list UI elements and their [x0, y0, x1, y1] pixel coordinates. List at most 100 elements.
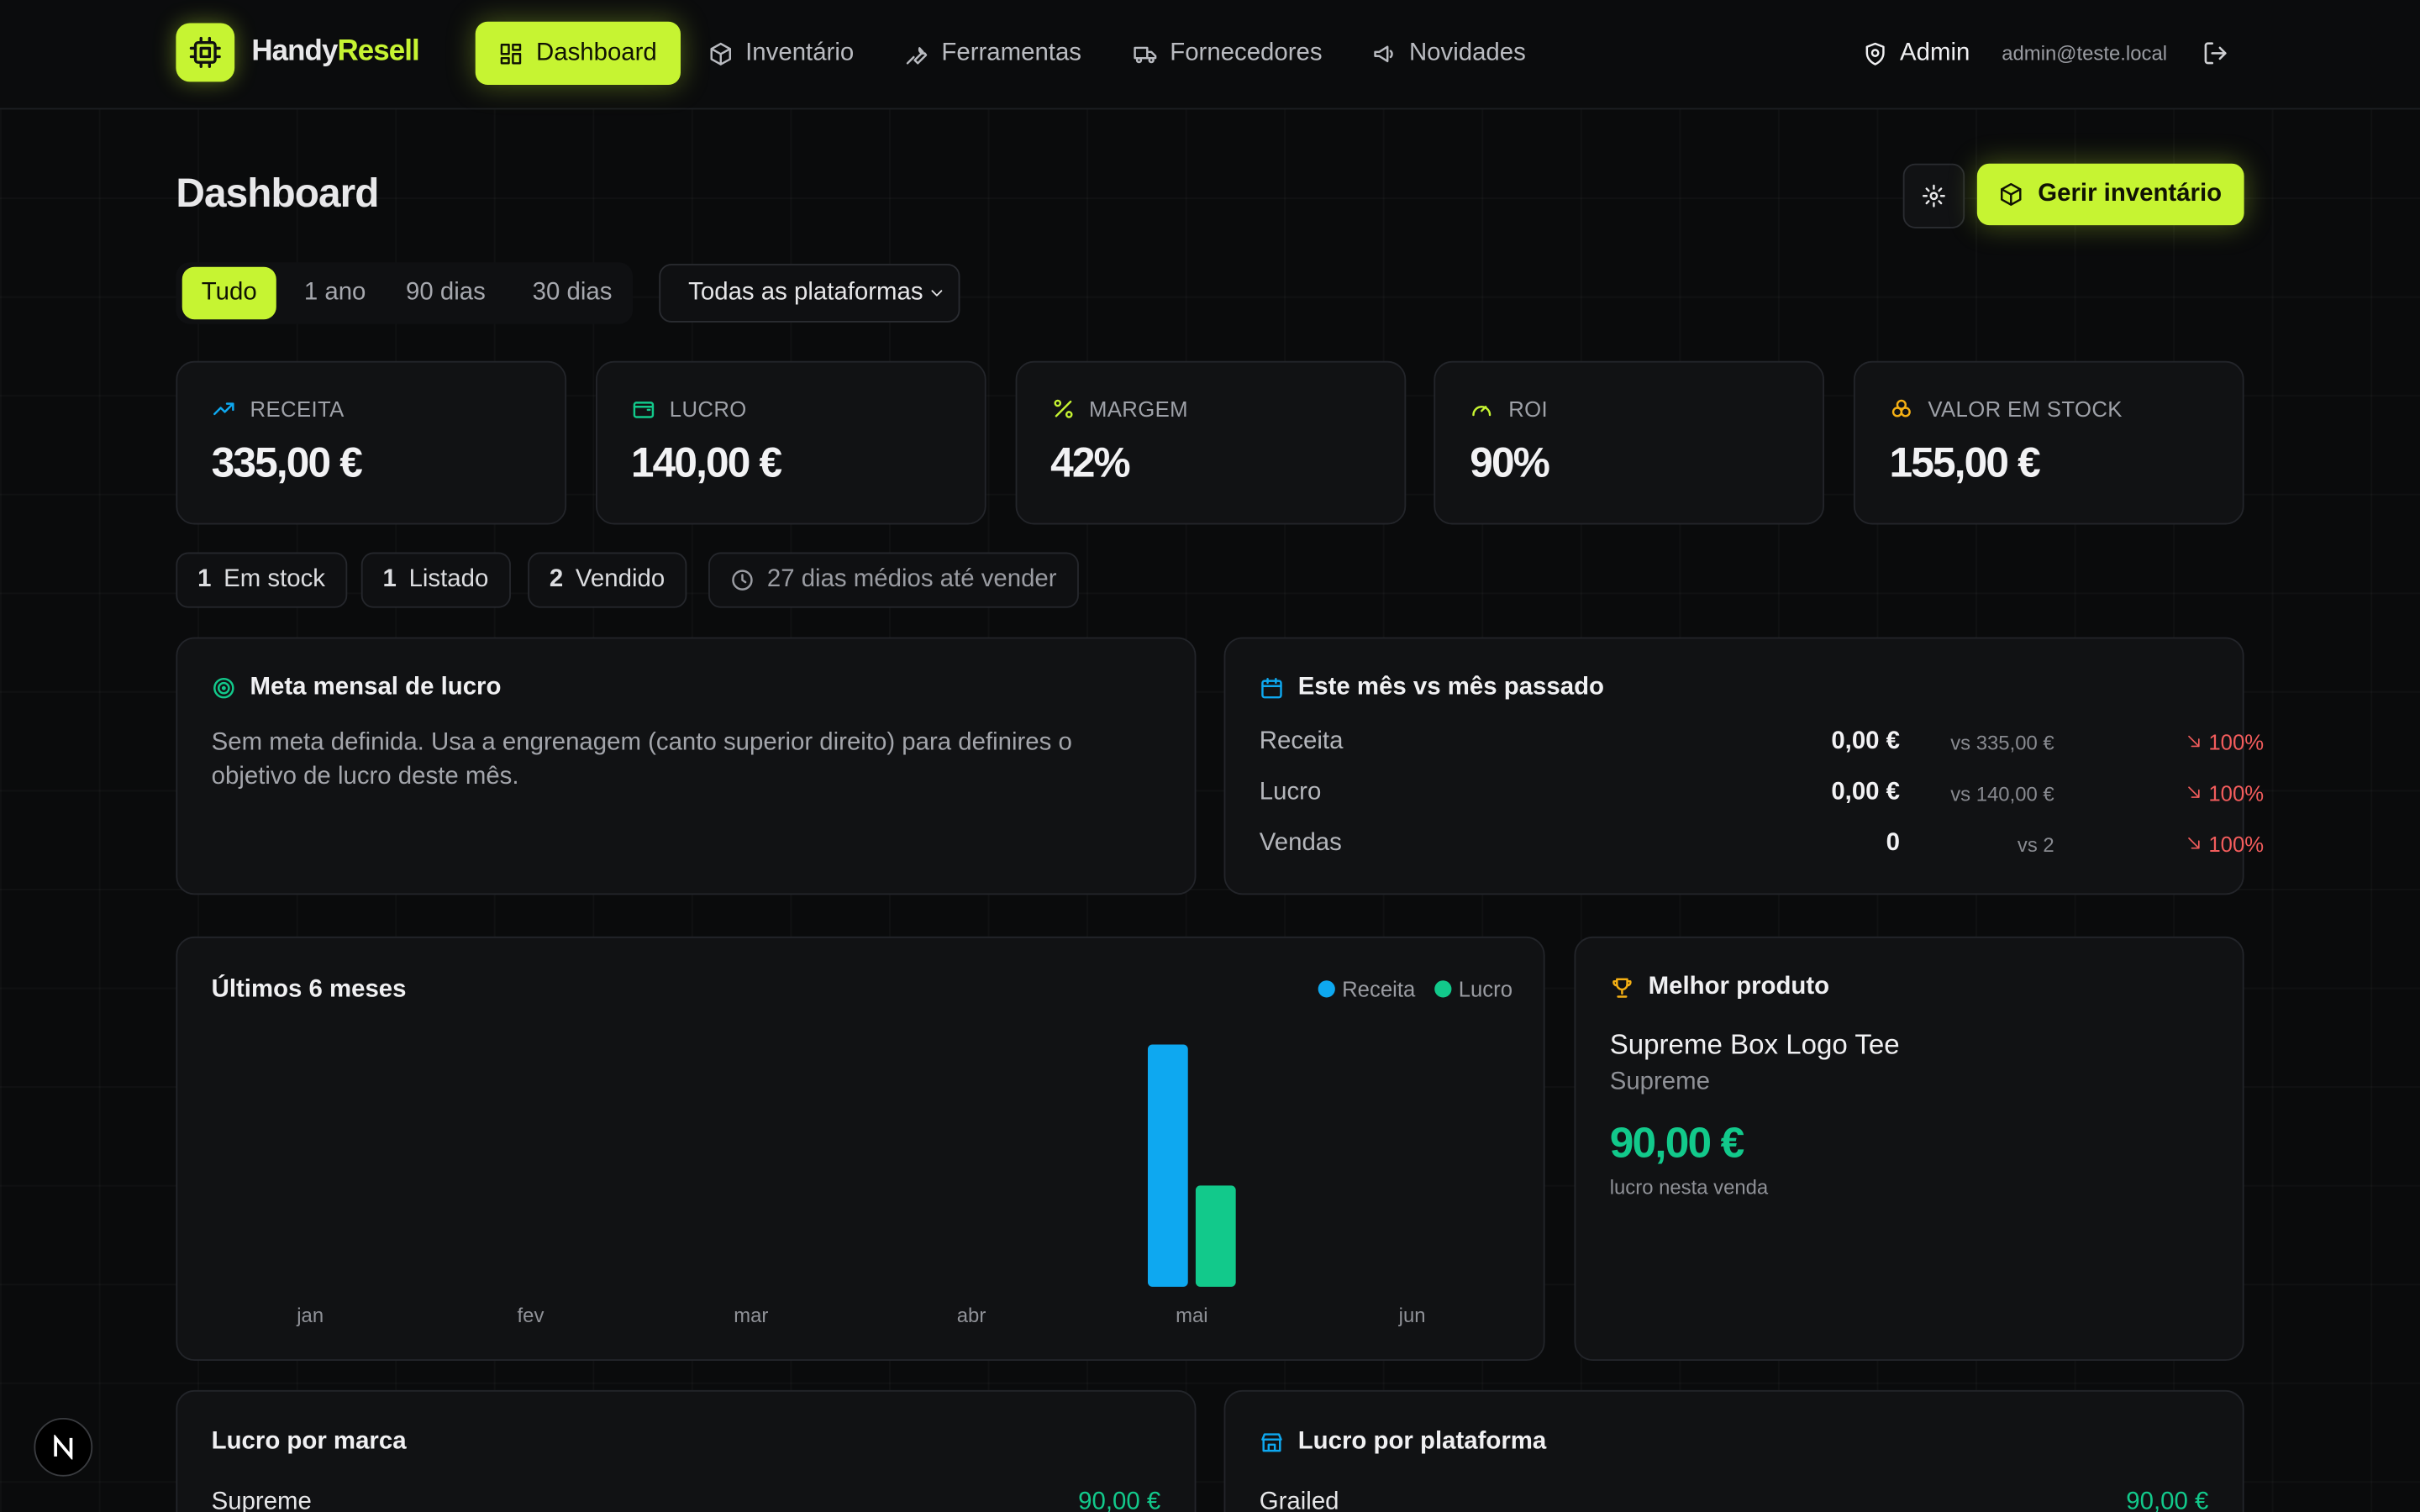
badge: 1 Listado [360, 552, 511, 608]
nav-item[interactable]: Fornecedores [1133, 22, 1323, 85]
stat-label-text: ROI [1508, 396, 1549, 422]
stat-value: 90% [1470, 439, 1550, 486]
legend-label: Lucro [1459, 979, 1512, 1002]
card-title-text: Melhor produto [1648, 973, 1830, 1000]
row-change-text: 100% [2208, 729, 2265, 755]
product-brand: Supreme [1609, 1068, 1710, 1096]
row-value: 0 [1886, 830, 1901, 857]
nav-label: Fornecedores [1170, 39, 1323, 66]
goal-text: Sem meta definida. Usa a engrenagem (can… [211, 729, 1072, 790]
bar [1195, 1185, 1236, 1287]
stat-card: LUCRO 140,00 € [595, 360, 986, 525]
stat-label: LUCRO [631, 396, 747, 421]
card-title-text: Lucro por plataforma [1297, 1428, 1547, 1456]
row-label: Vendas [1259, 830, 1342, 857]
x-tick-label: fev [518, 1305, 544, 1327]
period-option[interactable]: 90 dias [406, 279, 486, 306]
badge: 1 Em stock [176, 552, 347, 608]
chart-card: Últimos 6 meses Lucro Receita jan fev mar abr m… [176, 936, 1545, 1362]
manage-inventory-button[interactable]: Gerir inventário [1976, 163, 2244, 226]
logo[interactable] [176, 23, 235, 82]
platform-profit-card: Lucro por plataforma Grailed 90,00 € [1223, 1389, 2244, 1512]
nav-label: Ferramentas [941, 39, 1082, 66]
stat-card: VALOR EM STOCK 155,00 € [1854, 360, 2244, 525]
badge-count: 1 [197, 566, 212, 593]
top-nav: HandyResell Dashboard Inventário Ferrame… [0, 0, 2420, 110]
nav-item[interactable]: Dashboard [475, 21, 681, 86]
row-value: 90,00 € [1078, 1488, 1161, 1512]
best-product-card: Melhor produto Supreme Box Logo Tee Supr… [1574, 936, 2244, 1362]
badge-label: Em stock [224, 566, 326, 593]
period-option[interactable]: 1 ano [303, 279, 366, 306]
stat-value: 335,00 € [211, 439, 363, 486]
brand-name: Handy [251, 35, 338, 68]
card-title: Este mês vs mês passado [1260, 675, 1604, 702]
stat-label-text: MARGEM [1088, 396, 1188, 422]
stat-label: MARGEM [1050, 396, 1188, 421]
legend-label: Receita [1342, 979, 1416, 1002]
x-tick-label: jan [296, 1305, 324, 1327]
nav-label: Novidades [1408, 39, 1526, 66]
dev-tools-button[interactable] [34, 1417, 93, 1477]
row-change: 100% [2186, 780, 2264, 806]
nav-item[interactable]: Novidades [1372, 22, 1526, 85]
card-title: Melhor produto [1610, 974, 1829, 1001]
period-option[interactable]: 30 dias [532, 279, 613, 306]
comparison-row: Lucro 0,00 € vs 140,00 € 100% [1259, 779, 2264, 813]
user-email: admin@teste.local [2002, 41, 2168, 66]
card-title: Meta mensal de lucro [212, 675, 501, 702]
x-tick-label: mar [734, 1305, 768, 1327]
product-profit: 90,00 € [1609, 1118, 1745, 1167]
row-label: Lucro [1259, 779, 1322, 806]
logout-button[interactable] [2202, 40, 2228, 66]
x-tick-label: abr [957, 1305, 986, 1327]
stat-card: RECEITA 335,00 € [176, 360, 567, 525]
legend-swatch [1434, 980, 1452, 998]
period-option[interactable]: Tudo [182, 266, 276, 320]
product-name: Supreme Box Logo Tee [1609, 1029, 1900, 1060]
row-change-text: 100% [2208, 832, 2265, 857]
bar [1147, 1044, 1188, 1287]
stat-label-text: VALOR EM STOCK [1928, 396, 2123, 422]
brand-name-accent: Resell [337, 35, 419, 68]
row-value: 0,00 € [1831, 727, 1901, 755]
stat-value: 42% [1050, 439, 1131, 486]
stat-card: ROI 90% [1434, 360, 1825, 525]
card-title-text: Este mês vs mês passado [1297, 674, 1604, 701]
badge: 2 Vendido [528, 552, 687, 608]
chart: Últimos 6 meses Lucro Receita jan fev mar abr m… [212, 974, 1512, 1328]
x-tick-label: jun [1398, 1305, 1426, 1327]
x-tick-label: mai [1176, 1305, 1207, 1327]
badge-count: 1 [382, 566, 397, 593]
row-change: 100% [2186, 832, 2264, 856]
badge-label: Vendido [575, 566, 666, 593]
nav-item[interactable]: Inventário [708, 22, 854, 85]
card-title: Lucro por plataforma [1260, 1429, 1546, 1457]
stat-label-text: LUCRO [669, 396, 747, 422]
page-title: Dashboard [176, 170, 379, 217]
comparison-card: Este mês vs mês passado Receita 0,00 € vs … [1223, 637, 2264, 895]
badge-label: Listado [408, 566, 489, 593]
row-value: 90,00 € [2126, 1488, 2209, 1512]
stat-label: VALOR EM STOCK [1890, 396, 2123, 421]
user[interactable]: Admin [1863, 22, 1970, 85]
nav-item[interactable]: Ferramentas [904, 22, 1081, 85]
row-change: 100% [2186, 730, 2264, 754]
stat-label-text: RECEITA [250, 396, 345, 422]
row-label: Grailed [1259, 1488, 1339, 1512]
legend-swatch [1318, 980, 1335, 998]
platform-select[interactable]: Todas as plataformas [659, 264, 960, 323]
profit-note: lucro nesta venda [1609, 1175, 1769, 1200]
stat-label: ROI [1470, 396, 1548, 421]
row-value: 0,00 € [1831, 779, 1901, 806]
badge-count: 2 [549, 566, 564, 593]
list-row: Supreme 90,00 € [212, 1488, 1161, 1512]
settings-button[interactable] [1902, 163, 1965, 228]
row-previous: vs 140,00 € [1950, 782, 2054, 806]
nav-label: Inventário [745, 39, 855, 66]
badge-label: 27 dias médios até vender [766, 566, 1057, 593]
row-label: Supreme [211, 1488, 312, 1512]
stat-label: RECEITA [212, 396, 345, 421]
